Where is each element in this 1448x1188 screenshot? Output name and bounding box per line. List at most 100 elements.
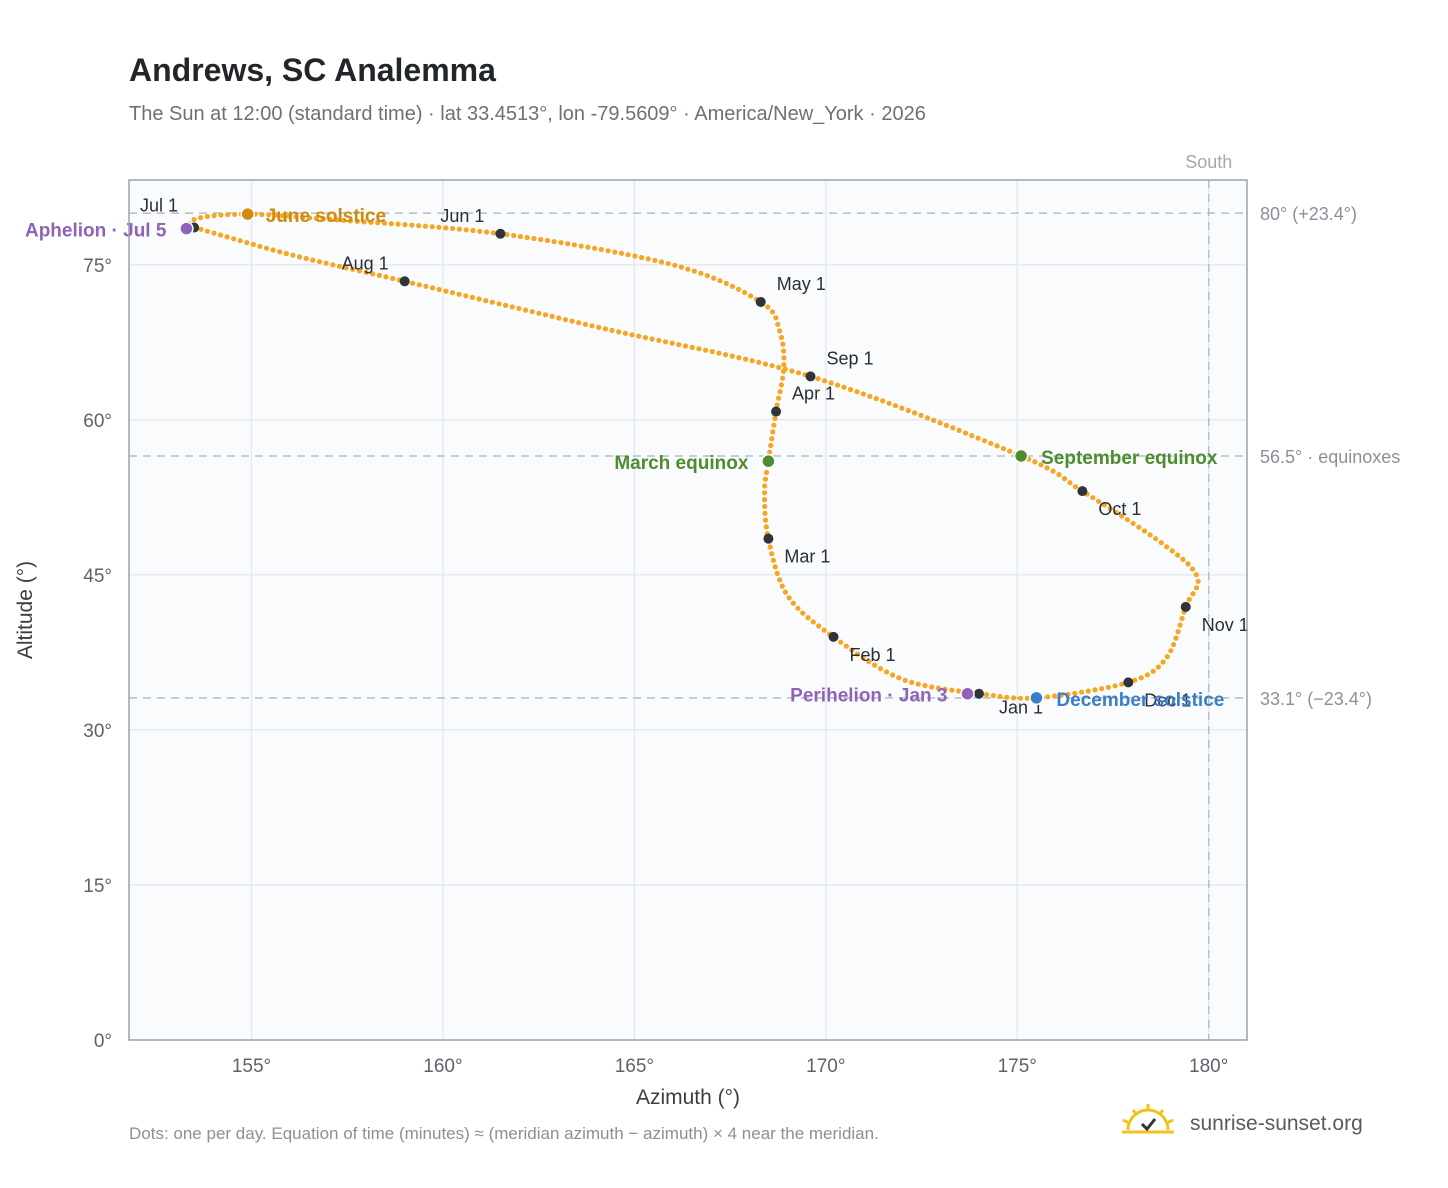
- daily-sun-dot: [768, 442, 774, 449]
- daily-sun-dot: [763, 469, 770, 475]
- daily-sun-dot: [1185, 561, 1191, 567]
- daily-sun-dot: [341, 217, 347, 223]
- daily-sun-dot: [795, 605, 801, 611]
- daily-sun-dot: [899, 405, 905, 411]
- daily-sun-dot: [909, 679, 915, 686]
- daily-sun-dot: [361, 219, 367, 225]
- daily-sun-dot: [769, 551, 775, 557]
- daily-sun-dot: [639, 254, 645, 261]
- daily-sun-dot: [886, 400, 892, 406]
- daily-sun-dot: [225, 212, 231, 218]
- daily-sun-dot: [749, 358, 755, 364]
- daily-sun-dot: [320, 216, 326, 222]
- daily-sun-dot: [204, 213, 210, 220]
- daily-sun-dot: [1056, 472, 1062, 478]
- daily-sun-dot: [436, 224, 442, 230]
- daily-sun-dot: [723, 280, 729, 286]
- daily-sun-dot: [997, 693, 1003, 700]
- daily-sun-dot: [551, 239, 557, 245]
- month-marker: [755, 296, 766, 307]
- daily-sun-dot: [565, 241, 571, 247]
- daily-sun-dot: [950, 425, 956, 431]
- x-tick-label: 165°: [615, 1056, 654, 1077]
- daily-sun-dot: [1138, 675, 1144, 681]
- daily-sun-dot: [1136, 524, 1142, 530]
- daily-sun-dot: [790, 600, 796, 606]
- daily-sun-dot: [778, 334, 785, 341]
- daily-sun-dot: [943, 422, 950, 428]
- daily-sun-dot: [949, 687, 955, 693]
- daily-sun-dot: [776, 395, 782, 401]
- daily-sun-dot: [562, 317, 569, 323]
- daily-sun-dot: [443, 288, 449, 294]
- daily-sun-dot: [772, 564, 778, 570]
- daily-sun-dot: [636, 333, 642, 339]
- daily-sun-dot: [1130, 520, 1136, 527]
- brand[interactable]: sunrise-sunset.org: [1120, 1102, 1420, 1146]
- x-tick-label: 160°: [423, 1056, 462, 1077]
- daily-sun-dot: [456, 226, 462, 232]
- daily-sun-dot: [762, 490, 768, 496]
- daily-sun-dot: [625, 252, 631, 258]
- daily-sun-dot: [618, 250, 625, 256]
- daily-sun-dot: [549, 313, 555, 319]
- daily-sun-dot: [376, 272, 382, 278]
- daily-sun-dot: [815, 376, 821, 382]
- daily-sun-dot: [409, 222, 415, 228]
- daily-sun-dot: [307, 215, 313, 221]
- daily-sun-dot: [642, 335, 649, 341]
- daily-sun-dot: [259, 211, 265, 218]
- month-marker-label: Oct 1: [1098, 499, 1141, 519]
- plot-area: [129, 180, 1247, 1040]
- daily-sun-dot: [689, 344, 695, 350]
- daily-sun-dot: [786, 595, 792, 601]
- month-marker: [1077, 486, 1088, 497]
- daily-sun-dot: [1141, 528, 1148, 534]
- daily-sun-dot: [816, 623, 822, 629]
- daily-sun-dot: [300, 214, 306, 220]
- daily-sun-dot: [450, 225, 456, 232]
- daily-sun-dot: [463, 227, 469, 233]
- daily-sun-dot: [272, 212, 279, 218]
- footnote: Dots: one per day. Equation of time (min…: [129, 1124, 879, 1143]
- daily-sun-dot: [770, 429, 776, 435]
- daily-sun-dot: [211, 213, 217, 219]
- daily-sun-dot: [1155, 664, 1161, 670]
- daily-sun-dot: [1119, 513, 1125, 519]
- daily-sun-dot: [883, 669, 890, 675]
- daily-sun-dot: [375, 220, 381, 226]
- daily-sun-dot: [504, 232, 510, 238]
- daily-sun-dot: [1168, 648, 1174, 654]
- daily-sun-dot: [1112, 683, 1118, 689]
- daily-sun-dot: [279, 213, 285, 219]
- month-marker: [973, 688, 984, 699]
- daily-sun-dot: [1193, 572, 1199, 578]
- daily-sun-dot: [1017, 695, 1024, 701]
- daily-sun-dot: [198, 215, 204, 221]
- daily-sun-dot: [905, 407, 911, 414]
- daily-sun-dot: [1058, 692, 1064, 698]
- daily-sun-dot: [569, 318, 575, 324]
- daily-sun-dot: [1099, 686, 1105, 692]
- daily-sun-dot: [776, 364, 782, 370]
- daily-sun-dot: [872, 662, 878, 668]
- daily-sun-dot: [983, 692, 990, 698]
- daily-sun-dot: [736, 355, 742, 361]
- daily-sun-dot: [767, 544, 773, 550]
- special-point-marker: [960, 686, 975, 701]
- daily-sun-dot: [716, 350, 722, 356]
- daily-sun-dot: [616, 329, 622, 335]
- daily-sun-dot: [334, 217, 340, 223]
- daily-sun-dot: [1190, 566, 1196, 572]
- daily-sun-dot: [1190, 591, 1196, 597]
- daily-sun-dot: [592, 245, 598, 251]
- month-marker: [763, 533, 774, 544]
- daily-sun-dot: [1045, 694, 1051, 700]
- daily-sun-dot: [902, 677, 908, 683]
- daily-sun-dot: [777, 577, 783, 583]
- axis-ticks: 155° 160° 165° 170° 175° 180° 0° 15° 30° 45° 60° 75…: [83, 256, 1228, 1077]
- daily-sun-dot: [327, 216, 333, 222]
- daily-sun-dot: [762, 483, 768, 489]
- daily-sun-dot: [316, 259, 323, 265]
